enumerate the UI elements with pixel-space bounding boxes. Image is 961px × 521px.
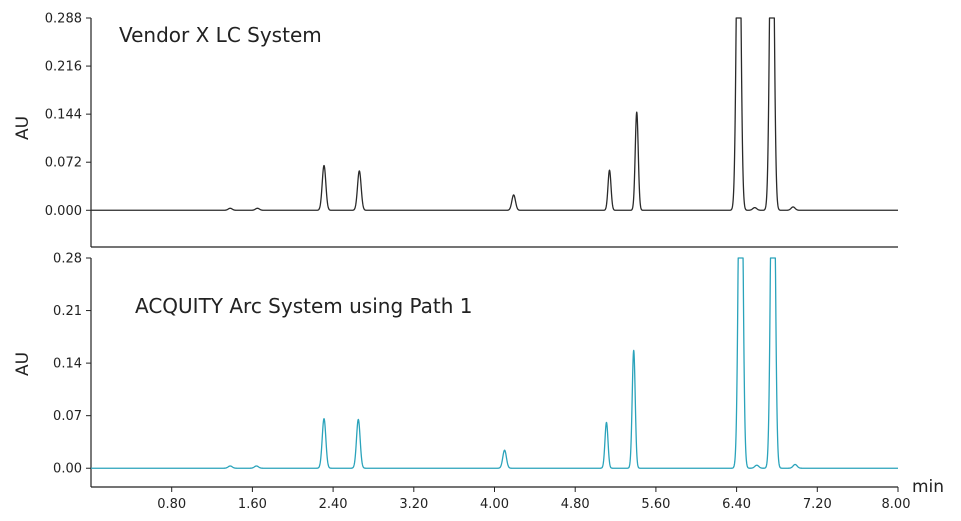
y-tick-label: 0.288 <box>45 12 82 27</box>
bottom-panel-title: ACQUITY Arc System using Path 1 <box>135 294 473 318</box>
y-tick-label: 0.14 <box>53 357 82 372</box>
bottom-y-ticks: 0.28 0.21 0.14 0.07 0.00 <box>53 252 91 477</box>
y-tick-label: 0.072 <box>45 156 82 171</box>
top-y-axis-label: AU <box>13 116 33 140</box>
y-tick-label: 0.216 <box>45 60 82 75</box>
y-tick-label: 0.07 <box>53 409 82 424</box>
x-tick-label: 4.00 <box>480 497 509 512</box>
x-tick-label: 8.00 <box>882 497 911 512</box>
bottom-chromatogram-trace <box>90 257 899 469</box>
x-tick-label: 6.40 <box>722 497 751 512</box>
y-tick-label: 0.21 <box>53 304 82 319</box>
y-tick-label: 0.144 <box>45 108 82 123</box>
x-ticks: 0.80 1.60 2.40 3.20 4.00 4.80 5.60 6.40 7.20 8.00 <box>157 487 910 512</box>
vendor-x-panel: Vendor X LC System AU 0.288 0.216 0.144 0.0… <box>13 12 899 248</box>
x-tick-label: 1.60 <box>238 497 267 512</box>
acquity-arc-panel: ACQUITY Arc System using Path 1 AU min 0… <box>13 252 944 513</box>
x-tick-label: 5.60 <box>641 497 670 512</box>
top-y-ticks: 0.288 0.216 0.144 0.072 0.000 <box>45 12 91 219</box>
bottom-y-axis-label: AU <box>13 352 33 376</box>
y-tick-label: 0.28 <box>53 252 82 267</box>
top-chromatogram-trace <box>90 17 899 211</box>
x-axis-label: min <box>912 477 944 497</box>
x-tick-label: 4.80 <box>561 497 590 512</box>
x-tick-label: 3.20 <box>399 497 428 512</box>
x-tick-label: 7.20 <box>803 497 832 512</box>
y-tick-label: 0.000 <box>45 204 82 219</box>
x-tick-label: 0.80 <box>157 497 186 512</box>
x-tick-label: 2.40 <box>319 497 348 512</box>
top-panel-title: Vendor X LC System <box>119 23 322 47</box>
y-tick-label: 0.00 <box>53 462 82 477</box>
